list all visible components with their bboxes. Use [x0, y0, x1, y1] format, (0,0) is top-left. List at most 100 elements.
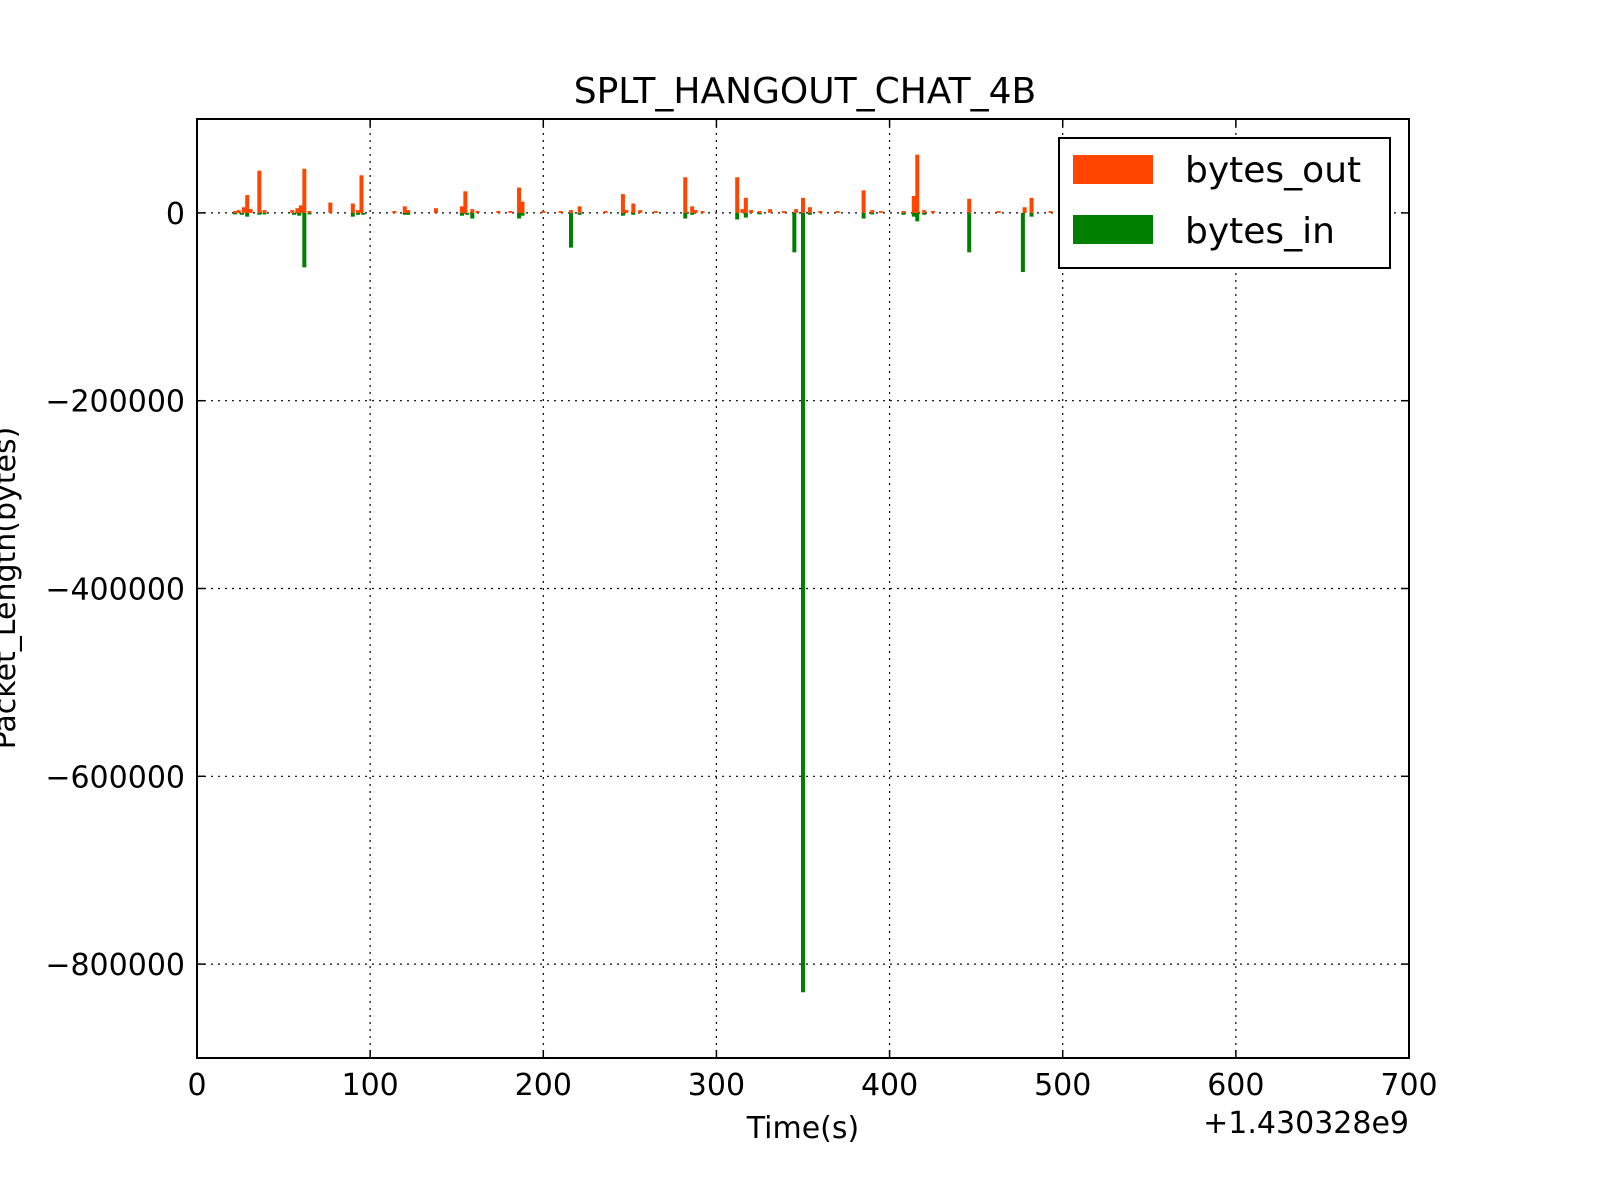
bytes-out-bar	[262, 210, 267, 213]
bytes-in-bar	[262, 212, 267, 215]
y-tick-label: −400000	[45, 573, 185, 608]
bytes-in-bar	[683, 212, 688, 219]
bytes-in-bar	[757, 212, 762, 215]
bytes-out-bar	[653, 211, 658, 213]
bytes-in-bar	[911, 212, 916, 217]
bytes-out-bar	[735, 177, 740, 213]
legend: bytes_out bytes_in	[1058, 137, 1391, 269]
bytes-in-bar	[257, 212, 262, 215]
bytes-in-bar	[233, 212, 238, 215]
bytes-out-bar	[541, 211, 546, 213]
y-tick-label: −200000	[45, 385, 185, 420]
legend-label-bytes-out: bytes_out	[1185, 150, 1361, 191]
x-offset-label: +1.430328e9	[1203, 1106, 1409, 1141]
bytes-out-bar	[245, 195, 250, 213]
bytes-out-bar	[406, 210, 411, 213]
bytes-out-bar	[508, 211, 513, 213]
bytes-out-bar	[302, 168, 307, 213]
legend-label-bytes-in: bytes_in	[1185, 211, 1335, 252]
bytes-out-bar	[861, 190, 866, 213]
legend-box	[1058, 137, 1391, 269]
bytes-out-bar	[520, 201, 525, 213]
bytes-out-bar	[248, 209, 253, 213]
bytes-out-bar	[328, 202, 333, 213]
y-tick-label: 0	[166, 197, 185, 232]
bytes-out-bar	[350, 203, 355, 213]
legend-swatch-bytes-out	[1073, 155, 1153, 184]
bytes-in-bar	[861, 212, 866, 219]
bytes-in-bar	[1020, 212, 1025, 273]
bytes-in-bar	[967, 212, 972, 253]
x-tick-label: 300	[688, 1068, 745, 1103]
bytes-out-bar	[463, 191, 468, 213]
bytes-out-bar	[690, 206, 695, 213]
bytes-in-bar	[743, 212, 748, 218]
x-tick-label: 200	[515, 1068, 572, 1103]
bytes-in-bar	[690, 212, 695, 215]
bytes-out-bar	[631, 203, 636, 213]
bytes-in-bar	[792, 212, 797, 253]
bytes-out-bar	[818, 211, 823, 213]
bytes-in-bar	[297, 212, 302, 216]
bytes-in-bar	[520, 212, 525, 216]
bytes-in-bar	[406, 212, 411, 215]
bytes-in-bar	[517, 212, 522, 219]
bytes-out-bar	[236, 210, 241, 213]
bytes-in-bar	[291, 212, 296, 215]
bytes-in-bar	[735, 212, 740, 220]
x-tick-label: 500	[1034, 1068, 1091, 1103]
bytes-out-bar	[757, 211, 762, 213]
bytes-out-bar	[307, 211, 312, 213]
axis-ticks: 0 100 200 300 400 500 600 700 0 −200000 −400000 −60…	[45, 119, 1438, 1103]
bytes-out-bar	[1048, 211, 1053, 213]
bytes-out-bar	[624, 210, 629, 213]
bytes-in-bar	[901, 212, 906, 215]
bytes-out-bar	[700, 211, 705, 213]
bytes-out-bar	[356, 210, 361, 213]
bytes-in-bar	[631, 212, 636, 215]
bytes-in-bar	[361, 212, 366, 215]
bytes-out-bar	[835, 211, 840, 213]
bytes-out-bar	[257, 170, 262, 213]
bytes-out-bar	[1029, 197, 1034, 213]
bytes-out-bar	[781, 211, 786, 213]
bytes-out-bar	[459, 206, 464, 213]
bytes-out-bar	[743, 197, 748, 213]
bytes-in-bar	[302, 212, 307, 268]
bytes-in-bar	[577, 212, 582, 215]
bytes-in-bar	[307, 212, 312, 215]
bytes-out-bar	[517, 187, 522, 213]
bytes-out-bar	[603, 211, 608, 213]
bytes-out-bar	[915, 154, 920, 213]
bytes-out-bar	[870, 210, 875, 213]
bytes-in-bar	[922, 212, 927, 215]
bytes-out-bar	[295, 208, 300, 213]
bytes-in-bar	[459, 212, 464, 216]
y-tick-label: −800000	[45, 948, 185, 983]
bytes-in-bar	[465, 212, 470, 215]
bytes-out-bar	[241, 207, 246, 213]
chart-title: SPLT_HANGOUT_CHAT_4B	[574, 71, 1036, 112]
bytes-out-bar	[568, 210, 573, 213]
x-axis-label: Time(s)	[746, 1111, 859, 1146]
chart-bars	[233, 154, 1053, 993]
bytes-in-bar	[470, 212, 475, 219]
bytes-out-bar	[740, 209, 745, 213]
bytes-out-bar	[930, 211, 935, 213]
bytes-out-bar	[290, 210, 295, 213]
bytes-out-bar	[298, 205, 303, 213]
x-tick-label: 100	[342, 1068, 399, 1103]
y-axis-label: Packet_Length(bytes)	[0, 427, 23, 750]
x-tick-label: 400	[861, 1068, 918, 1103]
bytes-in-bar	[356, 212, 361, 215]
bytes-out-bar	[359, 175, 364, 213]
bytes-in-bar	[245, 212, 250, 217]
bytes-in-bar	[1029, 212, 1034, 217]
bytes-in-bar	[807, 212, 812, 215]
bytes-out-bar	[638, 210, 643, 213]
bytes-in-bar	[568, 212, 573, 248]
bytes-out-bar	[878, 211, 883, 213]
bytes-in-bar	[620, 212, 625, 216]
bytes-out-bar	[496, 211, 501, 213]
